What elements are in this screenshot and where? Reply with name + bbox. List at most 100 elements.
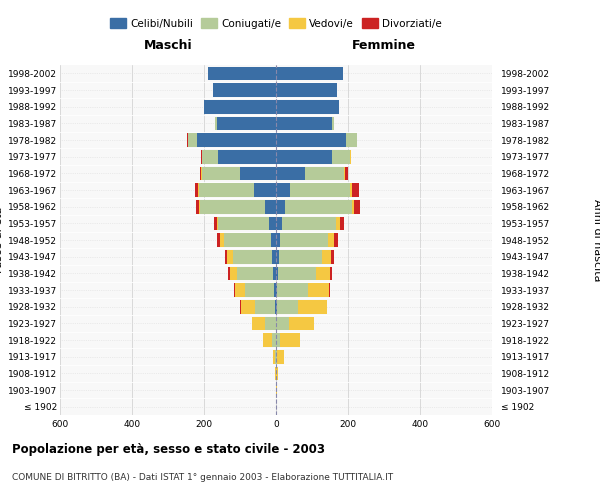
Bar [278,266,316,280]
Bar [202,150,218,164]
Bar [276,233,280,247]
Bar [277,316,289,330]
Bar [276,383,277,397]
Bar [218,150,276,164]
Bar [218,216,269,230]
Bar [276,283,277,297]
Bar [276,200,285,213]
Bar [213,83,276,97]
Bar [272,250,276,264]
Bar [277,366,278,380]
Bar [224,250,227,264]
Bar [275,300,276,314]
Bar [289,316,314,330]
Bar [332,116,334,130]
Bar [269,216,276,230]
Bar [276,216,283,230]
Bar [280,233,328,247]
Bar [277,350,284,364]
Bar [350,150,351,164]
Bar [330,266,332,280]
Bar [277,283,308,297]
Bar [233,250,272,264]
Bar [276,350,277,364]
Bar [276,66,343,80]
Bar [316,266,330,280]
Bar [276,150,332,164]
Bar [337,216,340,230]
Bar [331,250,334,264]
Bar [276,133,346,147]
Bar [240,166,276,180]
Bar [283,216,337,230]
Bar [197,133,276,147]
Bar [305,166,344,180]
Bar [265,316,275,330]
Bar [199,183,254,197]
Bar [252,316,265,330]
Bar [214,216,217,230]
Bar [273,266,276,280]
Text: Anni di nascita: Anni di nascita [592,198,600,281]
Bar [272,333,276,347]
Bar [194,183,197,197]
Legend: Celibi/Nubili, Coniugati/e, Vedovi/e, Divorziati/e: Celibi/Nubili, Coniugati/e, Vedovi/e, Di… [106,14,446,33]
Bar [322,250,331,264]
Bar [204,100,276,114]
Bar [277,300,298,314]
Bar [196,200,199,213]
Bar [234,283,235,297]
Bar [274,350,275,364]
Bar [208,66,276,80]
Bar [276,333,280,347]
Bar [276,266,278,280]
Bar [332,150,350,164]
Bar [346,133,357,147]
Bar [276,300,277,314]
Bar [215,116,217,130]
Bar [275,350,276,364]
Bar [245,283,274,297]
Bar [271,233,276,247]
Bar [334,233,338,247]
Bar [276,83,337,97]
Bar [276,166,305,180]
Bar [217,233,220,247]
Bar [352,183,359,197]
Bar [340,216,344,230]
Text: Maschi: Maschi [143,38,193,52]
Bar [276,183,290,197]
Bar [217,216,218,230]
Bar [241,300,255,314]
Bar [220,233,224,247]
Bar [350,183,352,197]
Bar [200,166,202,180]
Bar [290,183,350,197]
Bar [197,183,199,197]
Bar [224,233,271,247]
Bar [230,266,237,280]
Bar [202,166,240,180]
Bar [285,200,352,213]
Bar [255,300,275,314]
Bar [199,200,200,213]
Bar [228,266,230,280]
Bar [217,116,276,130]
Text: COMUNE DI BITRITTO (BA) - Dati ISTAT 1° gennaio 2003 - Elaborazione TUTTITALIA.I: COMUNE DI BITRITTO (BA) - Dati ISTAT 1° … [12,472,393,482]
Bar [308,283,329,297]
Text: Popolazione per età, sesso e stato civile - 2003: Popolazione per età, sesso e stato civil… [12,442,325,456]
Bar [254,183,276,197]
Bar [263,333,272,347]
Bar [280,333,300,347]
Bar [265,200,276,213]
Bar [276,116,332,130]
Bar [276,250,279,264]
Bar [276,100,339,114]
Bar [227,250,233,264]
Bar [352,200,355,213]
Bar [237,266,273,280]
Bar [274,283,276,297]
Bar [279,250,322,264]
Bar [344,166,346,180]
Y-axis label: Fasce di età: Fasce di età [0,207,4,273]
